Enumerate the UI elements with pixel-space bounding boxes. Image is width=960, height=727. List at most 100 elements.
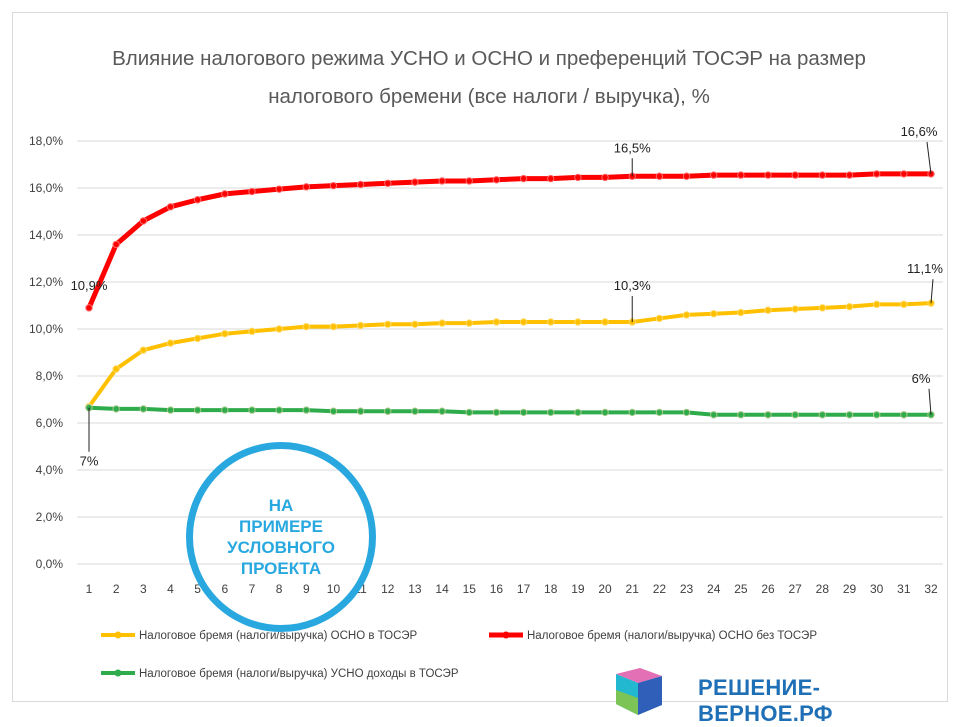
data-point: [248, 187, 256, 196]
data-point: [764, 306, 772, 314]
data-point: [248, 327, 256, 336]
data-point: [900, 300, 908, 309]
legend-marker: [114, 669, 122, 677]
series-lines: [85, 170, 935, 419]
data-point: [356, 407, 365, 415]
data-point: [248, 406, 256, 414]
x-tick-label: 27: [789, 582, 803, 596]
data-point: [356, 321, 365, 330]
y-tick-label: 0,0%: [36, 557, 64, 571]
data-point: [601, 408, 609, 417]
data-label: 16,6%: [901, 124, 938, 139]
data-point: [166, 406, 175, 414]
data-point: [737, 308, 745, 317]
data-point: [384, 407, 392, 415]
data-point: [492, 318, 501, 326]
data-point: [601, 318, 609, 326]
data-point: [438, 177, 446, 185]
x-tick-label: 4: [167, 582, 174, 596]
data-point: [193, 196, 202, 204]
cube-logo-icon: [616, 668, 662, 715]
data-point: [818, 304, 827, 312]
data-point: [872, 170, 881, 178]
data-point: [411, 407, 419, 415]
legend-label: Налоговое бремя (налоги/выручка) ОСНО бе…: [527, 630, 817, 642]
example-project-stamp: НА ПРИМЕРЕ УСЛОВНОГО ПРОЕКТА: [186, 442, 376, 632]
legend-marker: [502, 631, 510, 639]
x-tick-label: 18: [544, 582, 558, 596]
data-point: [655, 172, 664, 180]
data-point: [682, 408, 691, 417]
x-tick-label: 31: [897, 582, 911, 596]
data-point: [710, 411, 718, 419]
data-point: [900, 170, 908, 178]
data-point: [872, 411, 881, 419]
x-tick-label: 24: [707, 582, 721, 596]
y-tick-label: 6,0%: [36, 416, 64, 430]
data-label: 16,5%: [614, 140, 651, 155]
label-leader-line: [926, 141, 932, 174]
data-label: 10,9%: [71, 278, 108, 293]
x-tick-label: 13: [408, 582, 422, 596]
data-point: [166, 203, 175, 211]
x-tick-label: 5: [194, 582, 201, 596]
x-tick-label: 26: [761, 582, 775, 596]
series-line: [88, 405, 931, 417]
x-tick-label: 3: [140, 582, 147, 596]
y-tick-label: 18,0%: [29, 134, 63, 148]
y-tick-label: 10,0%: [29, 322, 63, 336]
data-point: [791, 305, 799, 313]
data-point: [85, 304, 93, 312]
data-point: [737, 171, 745, 179]
x-tick-label: 19: [571, 582, 585, 596]
data-point: [438, 319, 446, 327]
legend-label: Налоговое бремя (налоги/выручка) УСНО до…: [139, 668, 459, 680]
data-point: [764, 411, 772, 419]
data-point: [221, 190, 229, 198]
data-point: [221, 406, 229, 414]
data-point: [302, 322, 310, 331]
data-label: 11,1%: [907, 261, 943, 276]
data-point: [519, 318, 528, 326]
x-tick-label: 25: [734, 582, 748, 596]
data-point: [845, 411, 854, 419]
data-point: [818, 411, 827, 419]
data-point: [547, 174, 555, 183]
data-point: [655, 314, 664, 323]
x-tick-label: 20: [598, 582, 612, 596]
data-point: [193, 406, 202, 414]
data-point: [112, 240, 120, 249]
data-point: [302, 183, 310, 191]
data-point: [574, 173, 582, 182]
y-tick-label: 14,0%: [29, 228, 63, 242]
data-point: [275, 325, 283, 333]
x-tick-label: 15: [463, 582, 477, 596]
chart-title-line: налогового бремени (все налоги / выручка…: [268, 85, 710, 108]
series-line: [86, 171, 931, 309]
data-point: [710, 171, 718, 179]
data-labels: 10,9% 16,5% 16,6% 10,3% 11,1% 7% 6%: [71, 124, 944, 469]
data-point: [329, 181, 338, 190]
stamp-text: НА ПРИМЕРЕ УСЛОВНОГО ПРОЕКТА: [227, 496, 335, 578]
y-axis-ticks: 0,0% 2,0% 4,0% 6,0% 8,0% 10,0% 12,0% 14,0% 16,0%…: [29, 134, 63, 571]
data-point: [737, 411, 745, 419]
chart-frame: Влияние налогового режима УСНО и ОСНО и …: [12, 12, 948, 702]
data-point: [682, 172, 691, 180]
data-point: [547, 318, 555, 326]
legend: Налоговое бремя (налоги/выручка) ОСНО в …: [101, 630, 817, 680]
data-point: [112, 405, 120, 413]
data-point: [791, 411, 799, 419]
data-point: [139, 217, 148, 225]
data-point: [411, 320, 419, 328]
data-point: [384, 179, 392, 188]
data-point: [275, 185, 283, 193]
legend-marker: [114, 631, 122, 639]
x-tick-label: 30: [870, 582, 884, 596]
y-tick-label: 16,0%: [29, 181, 63, 195]
data-point: [438, 407, 446, 415]
data-point: [519, 174, 528, 183]
x-tick-label: 22: [653, 582, 667, 596]
data-label: 6%: [912, 371, 931, 386]
data-point: [166, 339, 175, 347]
data-point: [519, 408, 528, 417]
